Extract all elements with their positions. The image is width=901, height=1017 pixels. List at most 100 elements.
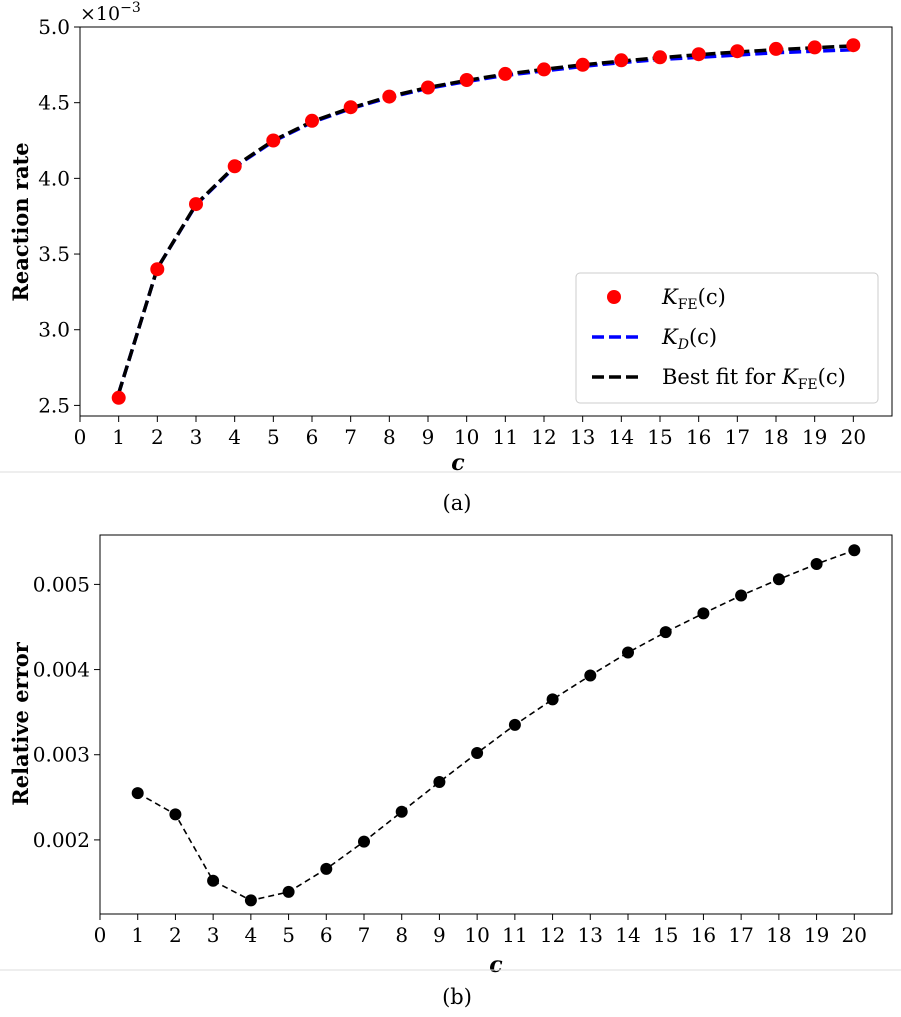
x-tick-label-a: 5	[267, 425, 280, 449]
x-tick-label-b: 7	[358, 923, 371, 947]
x-tick-label-b: 17	[728, 923, 753, 947]
legend-label-bestfit: Best fit for KFE(c)	[662, 365, 846, 393]
x-tick-label-b: 10	[464, 923, 489, 947]
data-point-b	[508, 718, 521, 731]
data-point-a	[227, 159, 242, 174]
x-tick-label-a: 13	[570, 425, 595, 449]
x-tick-label-b: 18	[766, 923, 791, 947]
x-tick-label-b: 8	[395, 923, 408, 947]
x-tick-label-b: 4	[244, 923, 257, 947]
plot-frame-a	[79, 26, 893, 417]
legend-marker-kfe	[607, 290, 621, 304]
y-axis-b: 0.002 0.003 0.004 0.005	[33, 572, 100, 852]
x-tick-label-a: 8	[383, 425, 396, 449]
data-point-a	[807, 40, 822, 55]
y-tick-label-a: 4.0	[38, 166, 70, 190]
data-point-a	[305, 113, 319, 128]
x-tick-label-a: 19	[802, 425, 827, 449]
caption-a: (a)	[443, 491, 472, 515]
x-tick-label-a: 20	[841, 425, 866, 449]
x-tick-label-a: 10	[454, 425, 479, 449]
data-point-b	[395, 805, 408, 818]
y-tick-label-b: 0.005	[33, 572, 90, 596]
caption-b: (b)	[442, 985, 472, 1009]
x-tick-label-a: 3	[190, 425, 203, 449]
data-point-b	[622, 646, 634, 659]
data-point-b	[584, 669, 597, 682]
y-tick-label-b: 0.003	[33, 743, 90, 767]
data-point-a	[614, 53, 629, 68]
x-tick-label-b: 1	[131, 923, 144, 947]
x-tick-label-b: 6	[320, 923, 333, 947]
data-point-a	[691, 47, 706, 62]
x-tick-label-a: 0	[74, 425, 87, 449]
data-point-a	[498, 66, 513, 81]
data-point-b	[697, 607, 710, 620]
legend-label-kfe: KFE(c)	[661, 285, 726, 313]
x-tick-label-a: 1	[112, 425, 125, 449]
y-tick-label-a: 5.0	[38, 15, 70, 39]
plot-area-a	[111, 38, 861, 405]
data-point-a	[382, 89, 397, 104]
legend-label-kd: KD(c)	[661, 325, 717, 353]
x-tick-label-b: 9	[433, 923, 446, 947]
data-point-a	[575, 57, 590, 72]
data-point-b	[358, 835, 370, 848]
y-tick-label-a: 2.5	[38, 393, 70, 417]
y-multiplier-a: ×10−3	[80, 0, 141, 25]
x-tick-label-b: 19	[804, 923, 829, 947]
data-point-b	[282, 885, 295, 898]
data-point-b	[320, 862, 333, 875]
x-tick-label-b: 5	[282, 923, 295, 947]
x-tick-label-b: 11	[502, 923, 527, 947]
data-point-a	[421, 80, 435, 95]
x-tick-label-b: 12	[540, 923, 565, 947]
data-point-a	[266, 133, 281, 148]
legend-box-a	[575, 272, 879, 404]
data-point-b	[169, 808, 182, 821]
y-tick-label-a: 4.5	[38, 91, 70, 115]
data-point-b	[207, 874, 220, 887]
data-point-b	[433, 776, 446, 788]
y-tick-label-b: 0.004	[33, 658, 90, 682]
data-point-b	[244, 894, 257, 907]
data-point-b	[131, 787, 144, 800]
y-tick-label-a: 3.5	[38, 242, 70, 266]
x-tick-label-a: 11	[493, 425, 518, 449]
x-tick-label-a: 17	[725, 425, 750, 449]
data-point-b	[810, 558, 823, 570]
y-tick-label-b: 0.002	[33, 828, 90, 852]
x-tick-label-b: 20	[842, 923, 867, 947]
data-point-a	[653, 50, 667, 65]
data-point-b	[772, 573, 785, 586]
y-tick-label-a: 3.0	[38, 318, 70, 342]
y-axis-a: 2.5 3.0 3.5 4.0 4.5 5.0	[38, 15, 80, 417]
x-tick-label-b: 16	[691, 923, 716, 947]
x-tick-label-b: 3	[207, 923, 220, 947]
data-point-a	[189, 197, 203, 212]
data-point-b	[848, 544, 861, 557]
data-point-a	[343, 100, 358, 115]
data-point-a	[846, 38, 861, 53]
data-point-a	[111, 390, 126, 405]
x-tick-label-a: 4	[228, 425, 241, 449]
x-tick-label-b: 13	[578, 923, 603, 947]
x-axis-a: 0 1 2 3 4 5 6 7 8 9 10 11 12 13 14 15 16 17 18 19 20	[74, 416, 866, 449]
data-point-b	[546, 693, 559, 706]
data-point-a	[769, 41, 783, 56]
data-point-a	[730, 44, 745, 59]
y-axis-label-a: Reaction rate	[8, 142, 33, 301]
x-axis-label-a: c	[451, 450, 465, 476]
x-tick-label-b: 2	[169, 923, 182, 947]
y-axis-label-b: Relative error	[8, 641, 33, 805]
x-tick-label-b: 0	[94, 923, 107, 947]
legend-a: KFE(c) KD(c) Best fit for KFE(c)	[575, 272, 879, 404]
series-line-b-0	[137, 549, 855, 902]
x-tick-label-a: 16	[686, 425, 711, 449]
x-tick-label-a: 2	[151, 425, 164, 449]
x-axis-b: 0 1 2 3 4 5 6 7 8 9 10 11 12 13 14 15 16 17 18 19 20	[94, 914, 867, 947]
x-tick-label-a: 15	[647, 425, 672, 449]
x-tick-label-a: 18	[763, 425, 788, 449]
